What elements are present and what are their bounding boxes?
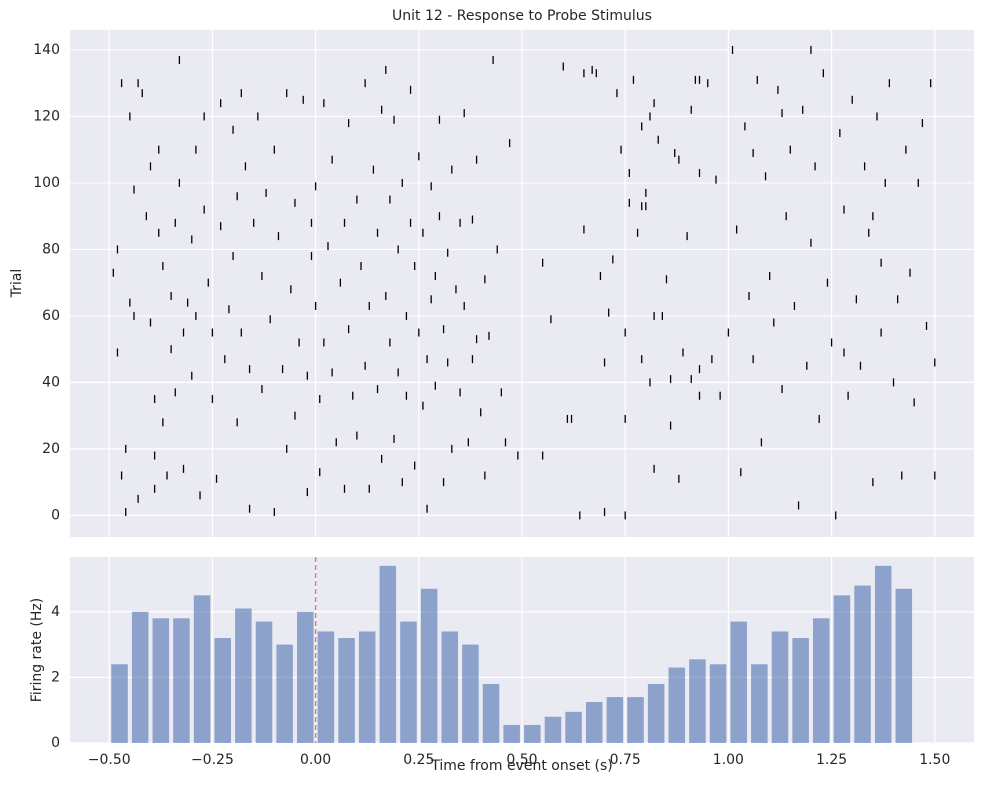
bar (544, 716, 562, 743)
x-axis-label: Time from event onset (s) (430, 758, 613, 774)
bar (111, 664, 128, 743)
bar (792, 638, 809, 743)
y-tick-label: 2 (51, 669, 60, 685)
bar (462, 644, 479, 743)
x-tick-label: 0.00 (300, 752, 331, 768)
bar (813, 618, 830, 743)
y-tick-label: 60 (42, 308, 60, 324)
bar (214, 638, 231, 743)
x-tick-label: 1.50 (919, 752, 950, 768)
x-tick-label: −0.50 (88, 752, 131, 768)
bar (338, 638, 355, 743)
bar (503, 724, 520, 743)
bar (317, 631, 335, 743)
x-tick-label: 0.75 (610, 752, 641, 768)
bar (689, 659, 706, 743)
chart-title: Unit 12 - Response to Probe Stimulus (392, 8, 652, 24)
bar (379, 565, 397, 743)
bar (854, 585, 871, 743)
bar (524, 724, 541, 743)
bar (152, 618, 170, 743)
bar (276, 644, 293, 743)
bar (874, 565, 892, 743)
y-axis-label: Firing rate (Hz) (29, 598, 45, 702)
y-tick-label: 40 (42, 374, 60, 390)
bar (255, 621, 273, 743)
x-tick-label: 1.25 (816, 752, 847, 768)
y-tick-label: 0 (51, 735, 60, 751)
bar (627, 697, 644, 743)
y-tick-label: 80 (42, 241, 60, 257)
bar (420, 588, 438, 743)
bar (751, 664, 768, 743)
y-axis-label: Trial (9, 269, 25, 299)
bar (895, 588, 913, 743)
bar (709, 664, 727, 743)
y-tick-label: 100 (33, 175, 60, 191)
bar (606, 697, 624, 743)
bar (647, 683, 665, 743)
bar (358, 631, 376, 743)
x-tick-label: −0.25 (191, 752, 234, 768)
bar (441, 631, 459, 743)
bar (482, 683, 500, 743)
bar (235, 608, 252, 743)
y-tick-label: 0 (51, 507, 60, 523)
bar (173, 618, 190, 743)
bar (730, 621, 747, 743)
bar (668, 667, 686, 743)
y-tick-label: 20 (42, 441, 60, 457)
y-tick-label: 120 (33, 108, 60, 124)
bar (565, 711, 582, 743)
bar (400, 621, 417, 743)
bar (131, 611, 149, 743)
bar (771, 631, 789, 743)
x-tick-label: 0.25 (403, 752, 434, 768)
y-tick-label: 4 (51, 604, 60, 620)
bar (297, 611, 314, 743)
y-tick-label: 140 (33, 42, 60, 58)
bar (833, 595, 851, 743)
bar (193, 595, 211, 743)
x-tick-label: 1.00 (713, 752, 744, 768)
bar (585, 701, 603, 743)
x-tick-label: 0.50 (506, 752, 537, 768)
